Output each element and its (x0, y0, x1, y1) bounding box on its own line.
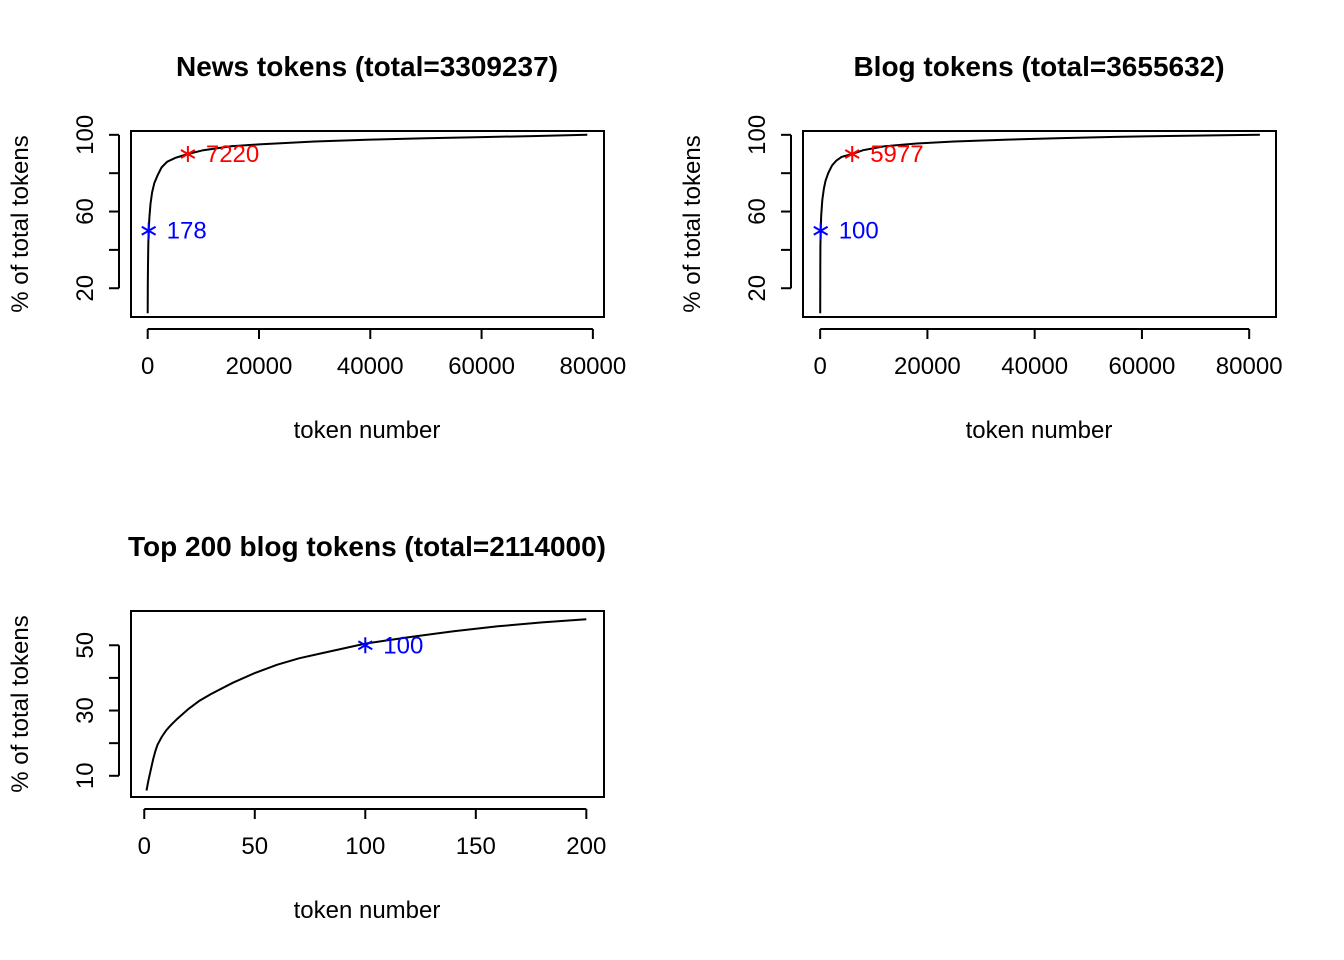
y-axis-label: % of total tokens (679, 135, 706, 312)
x-axis-label: token number (294, 417, 441, 444)
marker-point (844, 146, 860, 163)
y-tick-label: 20 (72, 275, 99, 302)
x-tick-label: 60000 (1109, 353, 1176, 380)
x-tick-label: 80000 (559, 353, 626, 380)
plot-area: 0 20000 40000 60000 80000 20 60 100 100 5977 (744, 115, 1283, 380)
x-axis-label: token number (294, 897, 441, 924)
x-tick-label: 20000 (894, 353, 961, 380)
chart-panel-news: News tokens (total=3309237) token number… (7, 51, 626, 444)
plot-frame (130, 130, 605, 318)
y-tick-label: 50 (72, 632, 99, 659)
y-axis-label: % of total tokens (7, 135, 34, 312)
y-tick-label: 20 (744, 275, 771, 302)
marker-label: 5977 (870, 141, 923, 168)
x-tick-label: 40000 (1001, 353, 1068, 380)
y-axis-label: % of total tokens (7, 615, 34, 792)
marker-point (180, 146, 196, 163)
plot-frame (802, 130, 1277, 318)
marker-stroke (180, 149, 196, 159)
marker-point (813, 222, 829, 239)
x-tick-label: 0 (138, 833, 151, 860)
series-line (819, 133, 1260, 314)
plot-area: 0 50 100 150 200 10 30 50 100 (72, 610, 606, 860)
chart-title: News tokens (total=3309237) (176, 51, 558, 82)
marker-stroke (141, 225, 157, 236)
chart-title: Blog tokens (total=3655632) (853, 51, 1224, 82)
x-tick-label: 40000 (337, 353, 404, 380)
x-axis-label: token number (966, 417, 1113, 444)
marker-stroke (357, 640, 373, 651)
x-tick-label: 20000 (226, 353, 293, 380)
y-tick-label: 10 (72, 762, 99, 789)
marker-label: 7220 (206, 141, 259, 168)
x-tick-label: 0 (141, 353, 154, 380)
x-tick-label: 200 (566, 833, 606, 860)
marker-label: 100 (383, 632, 423, 659)
chart-title: Top 200 blog tokens (total=2114000) (128, 531, 606, 562)
marker-stroke (844, 149, 860, 159)
x-tick-label: 0 (813, 353, 826, 380)
y-tick-label: 60 (72, 198, 99, 225)
x-tick-label: 100 (345, 833, 385, 860)
plot-frame (130, 610, 605, 798)
y-tick-label: 100 (744, 115, 771, 155)
x-tick-label: 50 (241, 833, 268, 860)
y-tick-label: 60 (744, 198, 771, 225)
marker-stroke (813, 225, 829, 236)
y-tick-label: 100 (72, 115, 99, 155)
series-line (145, 618, 587, 791)
marker-point (357, 637, 373, 654)
marker-label: 178 (167, 218, 207, 245)
x-tick-label: 60000 (448, 353, 515, 380)
marker-point (141, 222, 157, 239)
chart-panel-blog: Blog tokens (total=3655632) token number… (679, 51, 1283, 444)
x-tick-label: 150 (456, 833, 496, 860)
marker-label: 100 (839, 218, 879, 245)
y-tick-label: 30 (72, 697, 99, 724)
chart-panel-top200: Top 200 blog tokens (total=2114000) toke… (7, 531, 606, 924)
x-tick-label: 80000 (1216, 353, 1283, 380)
plot-area: 0 20000 40000 60000 80000 20 60 100 178 7220 (72, 115, 626, 380)
